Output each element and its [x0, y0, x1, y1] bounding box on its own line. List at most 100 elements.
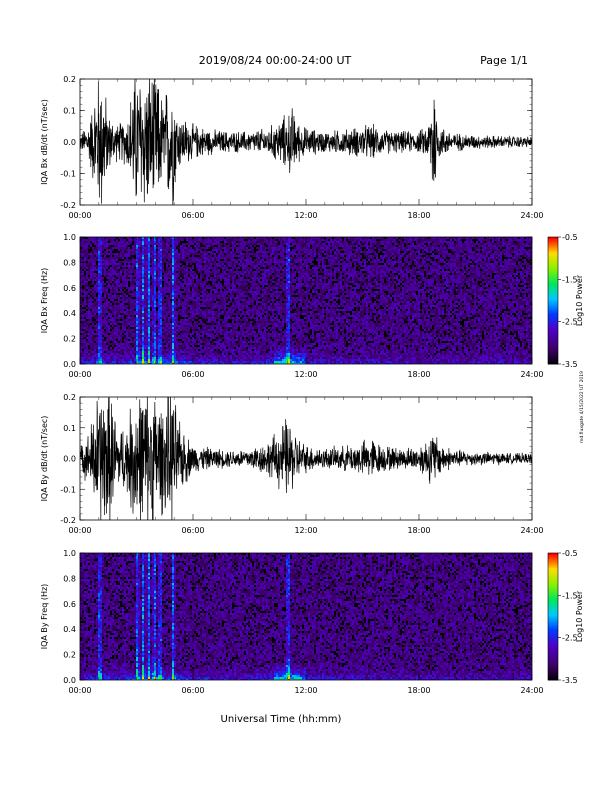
spectrogram-cell	[150, 331, 152, 333]
spectrogram-cell	[146, 263, 148, 265]
spectrogram-cell	[160, 277, 162, 279]
spectrogram-cell	[110, 307, 112, 309]
spectrogram-cell	[94, 349, 96, 351]
spectrogram-cell	[168, 249, 170, 251]
spectrogram-cell	[212, 333, 214, 335]
spectrogram-cell	[128, 279, 130, 281]
spectrogram-cell	[158, 305, 160, 307]
spectrogram-cell	[168, 241, 170, 243]
spectrogram-cell	[154, 355, 156, 357]
spectrogram-cell	[234, 251, 236, 253]
spectrogram-cell	[224, 351, 226, 353]
spectrogram-cell	[112, 341, 114, 343]
spectrogram-cell	[230, 331, 232, 333]
spectrogram-cell	[204, 265, 206, 267]
spectrogram-cell	[146, 261, 148, 263]
spectrogram-cell	[84, 297, 86, 299]
spectrogram-cell	[128, 241, 130, 243]
spectrogram-cell	[244, 349, 246, 351]
spectrogram-cell	[166, 251, 168, 253]
spectrogram-cell	[232, 243, 234, 245]
spectrogram-cell	[142, 353, 144, 355]
spectrogram-cell	[124, 319, 126, 321]
spectrogram-cell	[210, 253, 212, 255]
spectrogram-cell	[114, 269, 116, 271]
spectrogram-cell	[200, 343, 202, 345]
spectrogram-cell	[226, 263, 228, 265]
spectrogram-cell	[242, 249, 244, 251]
spectrogram-cell	[182, 305, 184, 307]
spectrogram-cell	[116, 291, 118, 293]
spectrogram-cell	[90, 245, 92, 247]
spectrogram-cell	[216, 307, 218, 309]
spectrogram-cell	[82, 303, 84, 305]
spectrogram-cell	[90, 359, 92, 361]
spectrogram-cell	[158, 271, 160, 273]
spectrogram-cell	[118, 287, 120, 289]
spectrogram-cell	[100, 265, 102, 267]
spectrogram-cell	[204, 297, 206, 299]
spectrogram-cell	[228, 257, 230, 259]
spectrogram-cell	[128, 251, 130, 253]
spectrogram-cell	[166, 299, 168, 301]
spectrogram-cell	[218, 313, 220, 315]
spectrogram-cell	[92, 333, 94, 335]
spectrogram-cell	[138, 277, 140, 279]
spectrogram-cell	[84, 249, 86, 251]
spectrogram-cell	[236, 325, 238, 327]
spectrogram-cell	[202, 251, 204, 253]
spectrogram-cell	[174, 285, 176, 287]
spectrogram-cell	[106, 357, 108, 359]
spectrogram-cell	[146, 247, 148, 249]
spectrogram-cell	[206, 329, 208, 331]
spectrogram-cell	[216, 257, 218, 259]
spectrogram-cell	[244, 327, 246, 329]
spectrogram-cell	[122, 281, 124, 283]
spectrogram-cell	[240, 319, 242, 321]
spectrogram-cell	[172, 293, 174, 295]
spectrogram-cell	[84, 321, 86, 323]
x-axis-label: Universal Time (hh:mm)	[221, 714, 342, 725]
spectrogram-cell	[156, 295, 158, 297]
spectrogram-cell	[190, 297, 192, 299]
spectrogram-cell	[210, 357, 212, 359]
spectrogram-cell	[212, 297, 214, 299]
spectrogram-cell	[170, 295, 172, 297]
spectrogram-cell	[230, 255, 232, 257]
spectrogram-cell	[178, 267, 180, 269]
spectrogram-cell	[158, 361, 160, 363]
spectrogram-cell	[236, 333, 238, 335]
spectrogram-cell	[154, 295, 156, 297]
spectrogram-cell	[122, 247, 124, 249]
spectrogram-cell	[238, 293, 240, 295]
spectrogram-cell	[156, 339, 158, 341]
spectrogram-cell	[214, 325, 216, 327]
spectrogram-cell	[122, 335, 124, 337]
spectrogram-cell	[242, 263, 244, 265]
spectrogram-cell	[170, 263, 172, 265]
spectrogram-cell	[242, 259, 244, 261]
spectrogram-cell	[134, 307, 136, 309]
spectrogram-cell	[132, 347, 134, 349]
spectrogram-cell	[86, 345, 88, 347]
spectrogram-cell	[226, 289, 228, 291]
spectrogram-cell	[212, 361, 214, 363]
spectrogram-cell	[108, 245, 110, 247]
x-tick-label: 00:00	[68, 211, 91, 220]
spectrogram-cell	[226, 247, 228, 249]
spectrogram-cell	[128, 319, 130, 321]
spectrogram-cell	[120, 331, 122, 333]
spectrogram-cell	[244, 311, 246, 313]
spectrogram-cell	[92, 257, 94, 259]
spectrogram-cell	[140, 335, 142, 337]
spectrogram-cell	[184, 309, 186, 311]
spectrogram-cell	[124, 255, 126, 257]
spectrogram-cell	[132, 341, 134, 343]
spectrogram-cell	[196, 253, 198, 255]
spectrogram-cell	[172, 361, 174, 363]
spectrogram-cell	[204, 249, 206, 251]
spectrogram-cell	[120, 287, 122, 289]
spectrogram-cell	[226, 333, 228, 335]
spectrogram-cell	[96, 247, 98, 249]
spectrogram-cell	[84, 325, 86, 327]
